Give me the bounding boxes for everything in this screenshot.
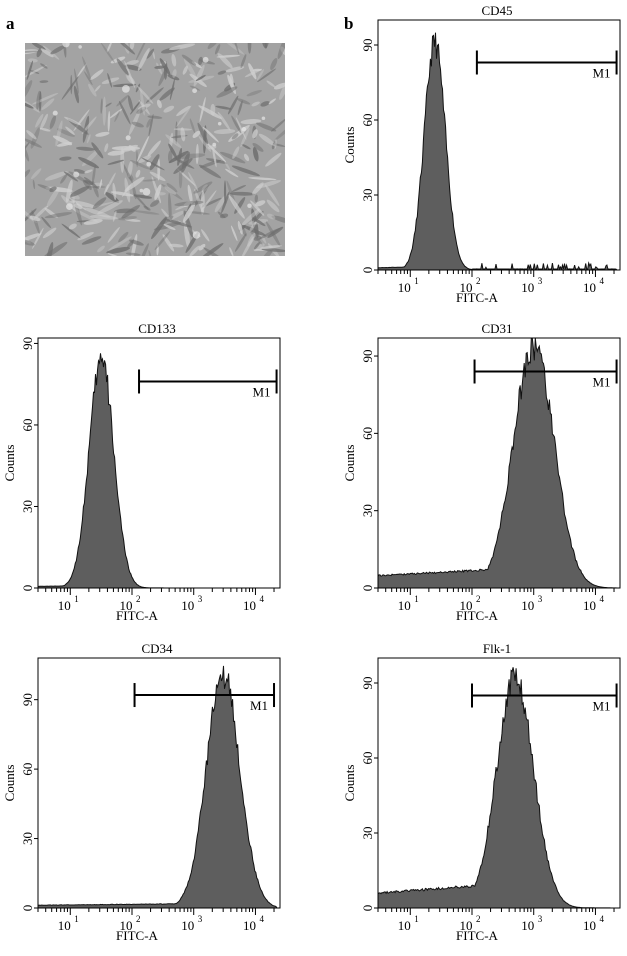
x-tick-exponent: 1 — [414, 594, 419, 604]
y-tick-label: 30 — [360, 504, 375, 517]
x-tick-label: 10 — [119, 598, 132, 613]
x-tick-label: 10 — [583, 598, 596, 613]
plot-frame — [37, 337, 281, 589]
y-axis-label: Counts — [2, 445, 17, 482]
x-tick-label: 10 — [243, 598, 256, 613]
x-axis-label: FITC-A — [116, 928, 159, 943]
x-tick-label: 10 — [58, 918, 71, 933]
x-tick-label: 10 — [398, 598, 411, 613]
x-tick-label: 10 — [243, 918, 256, 933]
histogram-area — [37, 665, 280, 909]
y-tick-label: 0 — [360, 585, 375, 592]
x-tick-exponent: 2 — [136, 594, 141, 604]
chart-title: CD34 — [141, 641, 173, 656]
x-tick-label: 10 — [521, 598, 534, 613]
x-tick-exponent: 3 — [198, 594, 203, 604]
plot-frame — [37, 657, 281, 909]
x-tick-exponent: 2 — [136, 914, 141, 924]
gate-label: M1 — [593, 66, 611, 81]
x-tick-label: 10 — [459, 280, 472, 295]
histogram-area — [377, 337, 620, 589]
x-tick-label: 10 — [583, 280, 596, 295]
x-tick-exponent: 1 — [414, 276, 419, 286]
gate-label: M1 — [253, 384, 271, 399]
y-axis-label: Counts — [342, 127, 357, 164]
plot-frame — [377, 337, 621, 589]
x-tick-exponent: 3 — [198, 914, 203, 924]
y-axis-label: Counts — [2, 765, 17, 802]
histogram-area — [37, 353, 280, 589]
x-tick-label: 10 — [521, 280, 534, 295]
histogram-cd31: 0 30 60 90 10 1 10 2 10 3 10 4 M1 CD31 FITC-A Counts — [340, 318, 627, 636]
x-tick-exponent: 4 — [599, 914, 604, 924]
x-tick-label: 10 — [181, 598, 194, 613]
y-tick-label: 0 — [360, 905, 375, 912]
x-tick-exponent: 1 — [414, 914, 419, 924]
y-tick-label: 30 — [20, 832, 35, 845]
y-tick-label: 60 — [360, 752, 375, 765]
x-tick-label: 10 — [459, 918, 472, 933]
chart-title: CD31 — [481, 321, 512, 336]
x-tick-label: 10 — [459, 598, 472, 613]
y-tick-label: 60 — [20, 763, 35, 776]
y-axis-label: Counts — [342, 445, 357, 482]
x-tick-exponent: 2 — [476, 276, 481, 286]
chart-title: CD45 — [481, 3, 512, 18]
x-axis-label: FITC-A — [456, 608, 499, 623]
y-tick-label: 60 — [360, 114, 375, 127]
x-tick-exponent: 1 — [74, 594, 79, 604]
plot-frame — [377, 19, 621, 271]
x-tick-label: 10 — [119, 918, 132, 933]
x-tick-exponent: 4 — [259, 594, 264, 604]
chart-title: Flk-1 — [483, 641, 511, 656]
y-tick-label: 0 — [20, 905, 35, 912]
histogram-cd133: 0 30 60 90 10 1 10 2 10 3 10 4 M1 CD133 FITC-A Counts — [0, 318, 290, 636]
x-tick-exponent: 3 — [538, 276, 543, 286]
y-tick-label: 90 — [360, 39, 375, 52]
x-tick-label: 10 — [398, 918, 411, 933]
histogram-flk1: 0 30 60 90 10 1 10 2 10 3 10 4 M1 Flk-1 FITC-A Counts — [340, 638, 627, 956]
y-tick-label: 90 — [20, 337, 35, 350]
y-tick-label: 0 — [360, 267, 375, 274]
x-tick-exponent: 1 — [74, 914, 79, 924]
cell-micrograph — [25, 43, 285, 256]
x-tick-label: 10 — [398, 280, 411, 295]
histogram-cd34: 0 30 60 90 10 1 10 2 10 3 10 4 M1 CD34 FITC-A Counts — [0, 638, 290, 956]
x-tick-exponent: 4 — [599, 594, 604, 604]
y-tick-label: 60 — [20, 418, 35, 431]
x-axis-label: FITC-A — [456, 290, 499, 305]
y-tick-label: 90 — [20, 693, 35, 706]
x-tick-exponent: 2 — [476, 914, 481, 924]
gate-label: M1 — [250, 698, 268, 713]
x-tick-exponent: 4 — [599, 276, 604, 286]
x-axis-label: FITC-A — [456, 928, 499, 943]
histogram-cd45: 0 30 60 90 10 1 10 2 10 3 10 4 M1 CD45 FITC-A Counts — [340, 0, 627, 318]
x-tick-exponent: 2 — [476, 594, 481, 604]
y-tick-label: 60 — [360, 427, 375, 440]
x-tick-label: 10 — [58, 598, 71, 613]
y-tick-label: 30 — [20, 500, 35, 513]
y-tick-label: 30 — [360, 827, 375, 840]
histogram-area — [377, 667, 620, 909]
chart-title: CD133 — [138, 321, 176, 336]
x-tick-exponent: 4 — [259, 914, 264, 924]
panel-label-b: b — [344, 14, 354, 33]
panel-label-a: a — [6, 14, 15, 33]
x-axis-label: FITC-A — [116, 608, 159, 623]
y-tick-label: 0 — [20, 585, 35, 592]
gate-label: M1 — [593, 375, 611, 390]
x-tick-label: 10 — [583, 918, 596, 933]
x-tick-label: 10 — [521, 918, 534, 933]
x-tick-exponent: 3 — [538, 594, 543, 604]
y-axis-label: Counts — [342, 765, 357, 802]
x-tick-label: 10 — [181, 918, 194, 933]
y-tick-label: 90 — [360, 350, 375, 363]
histogram-area — [377, 32, 620, 271]
y-tick-label: 30 — [360, 189, 375, 202]
x-tick-exponent: 3 — [538, 914, 543, 924]
y-tick-label: 90 — [360, 677, 375, 690]
plot-frame — [377, 657, 621, 909]
gate-label: M1 — [593, 699, 611, 714]
